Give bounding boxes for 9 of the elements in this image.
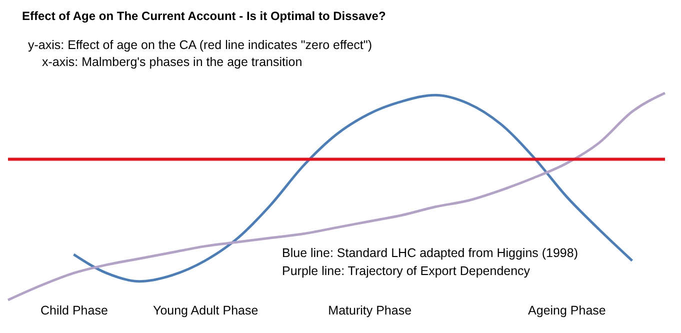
x-tick-label: Young Adult Phase (153, 304, 258, 318)
x-tick-label: Child Phase (40, 304, 108, 318)
chart-title: Effect of Age on The Current Account - Is it Optimal to Dissave? (22, 9, 386, 23)
annotation: Blue line: Standard LHC adapted from Higgins (1998) (282, 246, 578, 260)
x-tick-label: Maturity Phase (328, 304, 412, 318)
x-tick-label: Ageing Phase (528, 304, 606, 318)
text: x-axis: Malmberg's phases in the age transition (42, 55, 302, 69)
text: y-axis: Effect of age on the CA (red line indicates "zero effect") (28, 38, 372, 52)
annotation: Purple line: Trajectory of Export Dependency (282, 264, 530, 278)
